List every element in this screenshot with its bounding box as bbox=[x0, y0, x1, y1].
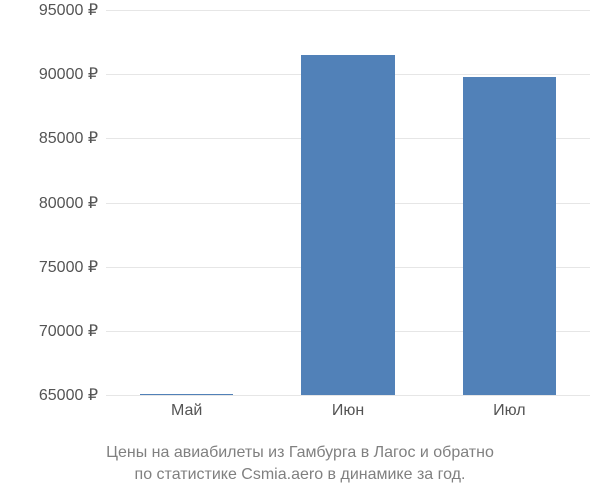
y-axis-label: 90000 ₽ bbox=[39, 64, 98, 84]
y-axis-label: 95000 ₽ bbox=[39, 0, 98, 20]
gridline bbox=[106, 395, 590, 396]
caption-line-2: по статистике Csmia.aero в динамике за г… bbox=[135, 466, 466, 483]
bar bbox=[140, 394, 234, 395]
bar bbox=[301, 55, 395, 395]
chart-caption: Цены на авиабилеты из Гамбурга в Лагос и… bbox=[0, 442, 600, 487]
y-axis-label: 75000 ₽ bbox=[39, 257, 98, 277]
gridline bbox=[106, 10, 590, 11]
price-chart: 65000 ₽ 70000 ₽ 75000 ₽ 80000 ₽ 85000 ₽ 90000… bbox=[0, 0, 600, 430]
y-axis-label: 70000 ₽ bbox=[39, 321, 98, 341]
y-axis-label: 85000 ₽ bbox=[39, 128, 98, 148]
x-axis-label: Июл bbox=[493, 402, 525, 420]
x-axis-label: Июн bbox=[332, 402, 364, 420]
caption-line-1: Цены на авиабилеты из Гамбурга в Лагос и… bbox=[106, 444, 494, 461]
x-axis-label: Май bbox=[171, 402, 202, 420]
bar bbox=[463, 77, 557, 395]
y-axis-label: 80000 ₽ bbox=[39, 193, 98, 213]
y-axis-label: 65000 ₽ bbox=[39, 385, 98, 405]
plot-area bbox=[106, 10, 590, 395]
